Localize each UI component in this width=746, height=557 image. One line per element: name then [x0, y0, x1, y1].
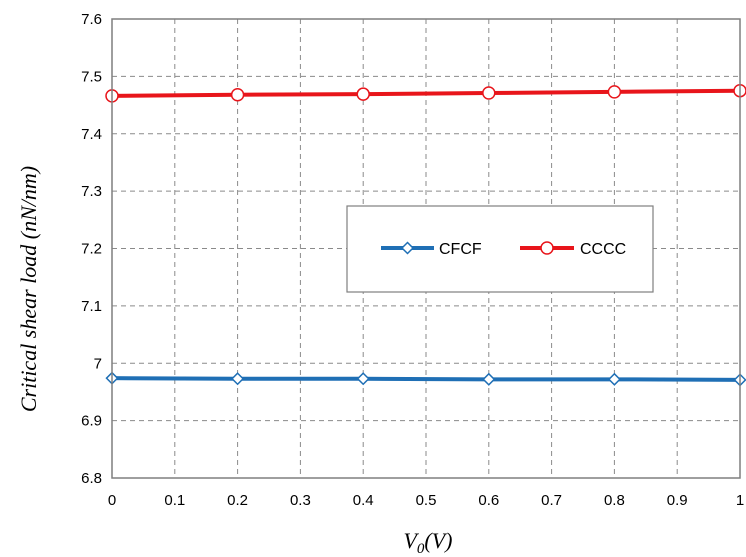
y-tick-label: 7.5 — [81, 68, 102, 85]
x-axis-label-subscript: 0 — [417, 541, 425, 557]
data-point — [231, 372, 245, 386]
data-point — [607, 85, 622, 99]
series-group — [105, 83, 746, 387]
data-point — [482, 372, 496, 386]
legend-marker — [540, 241, 554, 255]
x-tick-label: 0.2 — [227, 492, 248, 509]
x-tick-label: 0.1 — [164, 492, 185, 509]
legend-label: CCCC — [580, 241, 626, 258]
y-tick-label: 7.6 — [81, 11, 102, 28]
x-tick-labels: 0 0.1 0.2 0.3 0.4 0.5 0.6 0.7 0.8 0.9 1 — [108, 492, 744, 509]
x-tick-label: 0.3 — [290, 492, 311, 509]
y-tick-label: 6.9 — [81, 413, 102, 430]
legend-item-cfcf: CFCF — [381, 241, 482, 258]
series-line-cfcf — [111, 376, 741, 382]
series-line-cccc — [111, 88, 741, 98]
x-tick-label: 0.6 — [478, 492, 499, 509]
x-tick-label: 0.5 — [416, 492, 437, 509]
series-cccc — [105, 83, 746, 103]
data-point — [230, 87, 245, 102]
x-axis-label: V0(V) — [403, 528, 452, 557]
data-point — [607, 372, 621, 386]
y-tick-label: 7.4 — [81, 126, 102, 143]
x-axis-label-suffix: (V) — [424, 528, 452, 553]
x-tick-label: 0 — [108, 492, 116, 509]
data-point — [356, 372, 370, 386]
y-tick-label: 7 — [94, 355, 102, 372]
legend-item-cccc: CCCC — [520, 241, 626, 258]
x-tick-label: 0.9 — [667, 492, 688, 509]
y-tick-label: 7.3 — [81, 183, 102, 200]
x-tick-label: 1 — [736, 492, 744, 509]
x-tick-label: 0.8 — [604, 492, 625, 509]
x-axis-label-main: V — [403, 528, 419, 553]
legend: CFCF CCCC — [346, 205, 654, 293]
data-point — [356, 87, 370, 101]
y-tick-label: 6.8 — [81, 470, 102, 487]
y-tick-labels: 6.8 6.9 7 7.1 7.2 7.3 7.4 7.5 7.6 — [81, 11, 102, 487]
x-tick-label: 0.4 — [353, 492, 374, 509]
y-tick-label: 7.2 — [81, 241, 102, 258]
plot-border — [111, 18, 741, 479]
legend-marker — [400, 241, 415, 255]
y-axis-label: Critical shear load (nN/nm) — [16, 166, 41, 412]
y-tick-label: 7.1 — [81, 298, 102, 315]
legend-label: CFCF — [439, 241, 482, 258]
x-tick-label: 0.7 — [541, 492, 562, 509]
data-point — [482, 86, 496, 100]
